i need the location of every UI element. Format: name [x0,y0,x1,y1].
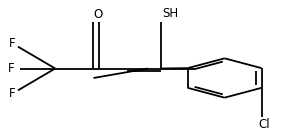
Text: SH: SH [162,7,178,20]
Text: O: O [93,8,102,21]
Text: F: F [9,87,16,100]
Text: F: F [8,62,14,75]
Text: F: F [9,37,16,50]
Text: Cl: Cl [259,118,270,131]
